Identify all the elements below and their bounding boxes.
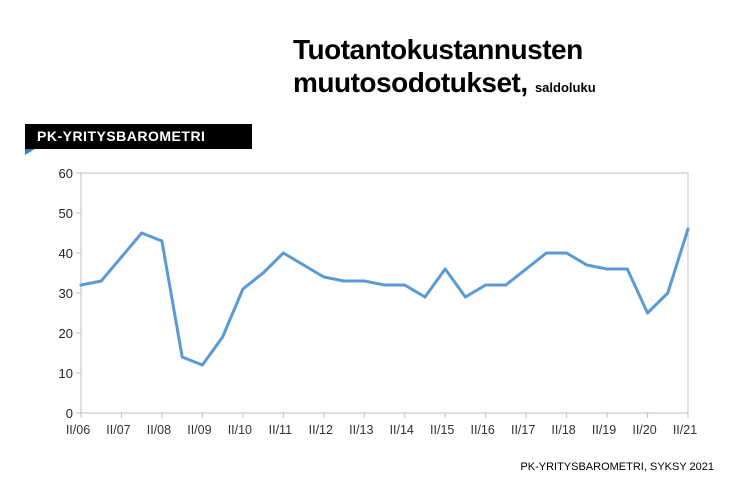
y-tick-label: 40	[59, 246, 73, 261]
x-tick-label: II/20	[632, 423, 656, 437]
data-point	[362, 279, 366, 283]
data-point	[241, 287, 245, 291]
source-note: PK-YRITYSBAROMETRI, SYKSY 2021	[520, 461, 714, 473]
badge-accent-mark	[25, 149, 35, 155]
data-point	[140, 231, 144, 235]
y-tick-label: 10	[59, 366, 73, 381]
x-tick-label: II/06	[66, 423, 90, 437]
data-point	[383, 283, 386, 287]
x-tick-label: II/12	[309, 423, 333, 437]
series-line	[79, 227, 690, 367]
x-tick-label: II/10	[228, 423, 252, 437]
data-point	[180, 355, 184, 359]
title-line-2: muutosodotukset, saldoluku	[293, 66, 596, 104]
x-tick-label: II/08	[147, 423, 171, 437]
x-tick-label: II/11	[269, 423, 292, 437]
data-point	[686, 227, 690, 231]
x-tick-label: II/13	[349, 423, 373, 437]
data-point	[281, 251, 285, 255]
data-point	[605, 267, 609, 271]
x-tick-label: II/19	[592, 423, 616, 437]
data-point	[565, 251, 569, 255]
x-tick-label: II/15	[430, 423, 454, 437]
data-point	[403, 283, 407, 287]
title-unit: saldoluku	[534, 80, 596, 95]
y-tick-label: 60	[59, 166, 73, 181]
x-tick-label: II/18	[551, 423, 575, 437]
y-tick-label: 50	[59, 206, 73, 221]
data-point	[423, 295, 427, 299]
data-point	[544, 251, 548, 255]
data-point	[524, 267, 528, 271]
x-tick-label: II/14	[390, 423, 414, 437]
data-point	[625, 267, 629, 271]
data-point	[666, 291, 670, 295]
data-point	[585, 263, 589, 267]
x-tick-label: II/21	[673, 423, 697, 437]
data-point	[342, 279, 346, 283]
data-point	[160, 239, 164, 243]
data-point	[261, 271, 265, 275]
brand-badge: PK-YRITYSBAROMETRI	[25, 124, 252, 149]
title-line-2-text: muutosodotukset,	[293, 67, 528, 98]
data-point	[99, 279, 103, 283]
title-line-1: Tuotantokustannusten	[293, 34, 583, 65]
data-point	[302, 263, 306, 267]
x-tick-label: II/07	[106, 423, 130, 437]
data-point	[484, 283, 488, 287]
y-tick-label: 30	[59, 286, 73, 301]
x-tick-label: II/17	[511, 423, 535, 437]
x-tick-label: II/16	[471, 423, 495, 437]
data-point	[221, 335, 225, 339]
y-tick-label: 0	[66, 406, 73, 421]
data-point	[443, 267, 447, 271]
chart-title: Tuotantokustannusten muutosodotukset, sa…	[293, 33, 596, 104]
data-point	[463, 295, 467, 299]
data-point	[504, 283, 508, 287]
x-tick-label: II/09	[187, 423, 211, 437]
data-point	[79, 283, 83, 287]
data-point	[200, 363, 204, 367]
data-point	[646, 311, 650, 315]
data-point	[119, 255, 123, 259]
data-point	[322, 275, 326, 279]
y-tick-label: 20	[59, 326, 73, 341]
